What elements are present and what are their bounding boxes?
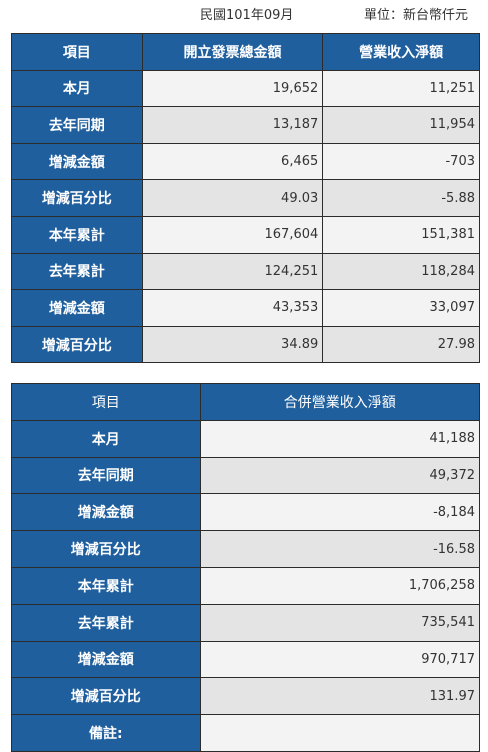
net-revenue-value: 118,284 xyxy=(322,252,480,291)
consolidated-revenue-value: 970,717 xyxy=(199,640,481,679)
row-label: 增減金額 xyxy=(11,289,143,327)
consolidated-revenue-value: 735,541 xyxy=(199,603,481,642)
net-revenue-value: -5.88 xyxy=(322,179,480,217)
row-label: 增減百分比 xyxy=(11,530,201,568)
table-row: 增減金額 -8,184 xyxy=(11,493,481,532)
net-revenue-value: 27.98 xyxy=(322,325,480,364)
net-revenue-value: 33,097 xyxy=(322,289,480,327)
row-label: 去年同期 xyxy=(11,456,201,495)
invoice-total-value: 49.03 xyxy=(141,179,324,217)
table-row: 增減金額 6,465 -703 xyxy=(11,142,480,181)
row-label: 增減金額 xyxy=(11,142,143,181)
table-row: 增減金額 970,717 xyxy=(11,640,481,679)
row-label: 去年同期 xyxy=(11,106,143,144)
net-revenue-value: -703 xyxy=(322,142,480,181)
invoice-total-value: 34.89 xyxy=(141,325,324,364)
consolidated-revenue-value: 41,188 xyxy=(199,419,481,458)
row-label: 去年累計 xyxy=(11,252,143,291)
table-row: 去年同期 13,187 11,954 xyxy=(11,106,480,144)
header-net-revenue: 營業收入淨額 xyxy=(322,33,480,71)
table-row: 增減百分比 34.89 27.98 xyxy=(11,325,480,364)
table-row: 增減百分比 49.03 -5.88 xyxy=(11,179,480,217)
invoice-total-value: 13,187 xyxy=(141,106,324,144)
row-label: 增減百分比 xyxy=(11,677,201,716)
net-revenue-value: 11,954 xyxy=(322,106,480,144)
note-row: 備註: xyxy=(11,714,481,752)
note-label: 備註: xyxy=(11,714,201,752)
consolidated-revenue-table: 項目 合併營業收入淨額 本月 41,188 去年同期 49,372 增減金額 -… xyxy=(11,383,481,752)
invoice-total-value: 124,251 xyxy=(141,252,324,291)
invoice-total-value: 43,353 xyxy=(141,289,324,327)
header-invoice-total: 開立發票總金額 xyxy=(141,33,324,71)
table-row: 本年累計 1,706,258 xyxy=(11,566,481,605)
report-period: 民國101年09月 xyxy=(200,8,294,23)
row-label: 本月 xyxy=(11,419,201,458)
invoice-total-value: 6,465 xyxy=(141,142,324,181)
net-revenue-value: 11,251 xyxy=(322,69,480,108)
table-row: 去年累計 735,541 xyxy=(11,603,481,642)
net-revenue-value: 151,381 xyxy=(322,215,480,254)
invoice-total-value: 167,604 xyxy=(141,215,324,254)
header-item: 項目 xyxy=(11,383,201,421)
row-label: 增減金額 xyxy=(11,493,201,532)
row-label: 增減百分比 xyxy=(11,325,143,364)
currency-unit: 單位：新台幣仟元 xyxy=(364,8,469,23)
table-row: 增減百分比 131.97 xyxy=(11,677,481,716)
monthly-revenue-table: 項目 開立發票總金額 營業收入淨額 本月 19,652 11,251 去年同期 … xyxy=(11,33,480,364)
row-label: 增減百分比 xyxy=(11,179,143,217)
consolidated-revenue-value: -16.58 xyxy=(199,530,481,568)
invoice-total-value: 19,652 xyxy=(141,69,324,108)
consolidated-revenue-value: -8,184 xyxy=(199,493,481,532)
row-label: 本年累計 xyxy=(11,566,201,605)
consolidated-revenue-value: 131.97 xyxy=(199,677,481,716)
table-row: 去年累計 124,251 118,284 xyxy=(11,252,480,291)
table-row: 增減金額 43,353 33,097 xyxy=(11,289,480,327)
row-label: 增減金額 xyxy=(11,640,201,679)
table-row: 本月 41,188 xyxy=(11,419,481,458)
table-header-row: 項目 合併營業收入淨額 xyxy=(11,383,481,421)
table-row: 增減百分比 -16.58 xyxy=(11,530,481,568)
row-label: 去年累計 xyxy=(11,603,201,642)
header-item: 項目 xyxy=(11,33,143,71)
consolidated-revenue-value: 49,372 xyxy=(199,456,481,495)
table-row: 本月 19,652 11,251 xyxy=(11,69,480,108)
table-row: 去年同期 49,372 xyxy=(11,456,481,495)
header-consolidated-revenue: 合併營業收入淨額 xyxy=(199,383,481,421)
row-label: 本月 xyxy=(11,69,143,108)
consolidated-revenue-value: 1,706,258 xyxy=(199,566,481,605)
note-value xyxy=(199,714,481,752)
row-label: 本年累計 xyxy=(11,215,143,254)
table-row: 本年累計 167,604 151,381 xyxy=(11,215,480,254)
table-header-row: 項目 開立發票總金額 營業收入淨額 xyxy=(11,33,480,71)
